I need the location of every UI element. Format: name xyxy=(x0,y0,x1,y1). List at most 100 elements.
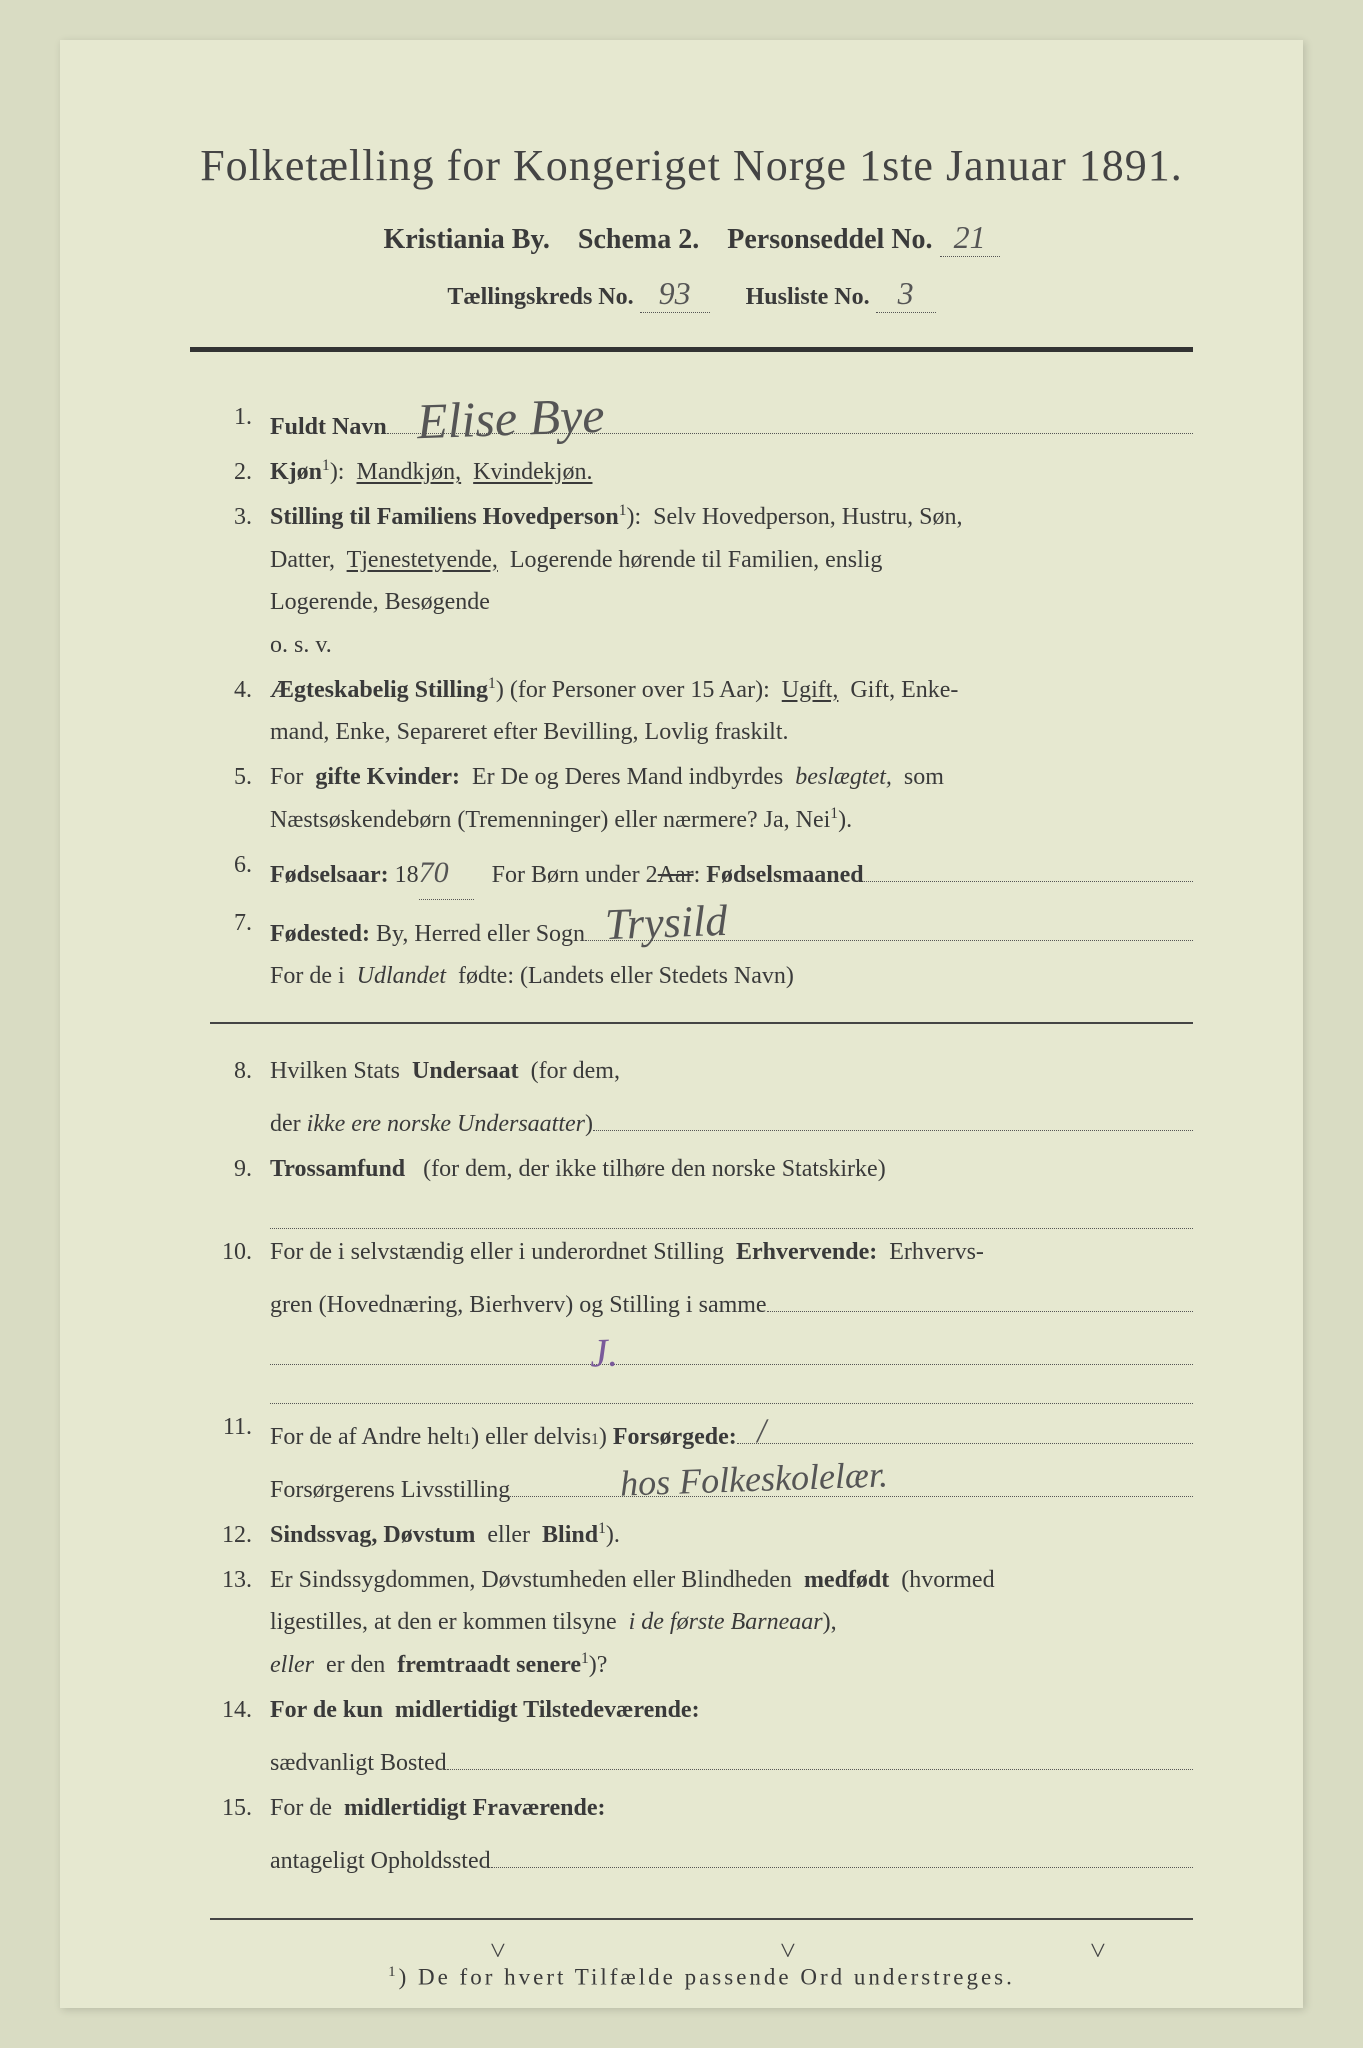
q5-num: 5. xyxy=(210,756,270,841)
q15-label: midlertidigt Fraværende: xyxy=(344,1795,606,1821)
q10-num: 10. xyxy=(210,1231,270,1404)
q7-label: Fødested: xyxy=(270,913,370,956)
q1-num: 1. xyxy=(210,396,270,449)
tick-1: ˅ xyxy=(490,1936,506,1968)
subtitle-line: Kristiania By. Schema 2. Personseddel No… xyxy=(190,219,1193,257)
q14-label: midlertidigt Tilstedeværende: xyxy=(395,1697,700,1723)
q11-hand: hos Folkeskolelær. xyxy=(619,1442,889,1515)
husliste-no: 3 xyxy=(876,275,936,313)
kreds-label: Tællingskreds No. xyxy=(447,284,633,310)
q4-close: ) xyxy=(496,677,504,703)
q12-num: 12. xyxy=(210,1514,270,1557)
q2-close: ): xyxy=(330,459,345,485)
husliste-label: Husliste No. xyxy=(746,284,870,310)
q4-label: Ægteskabelig Stilling xyxy=(270,677,488,703)
q13-l1b: (hvormed xyxy=(901,1567,994,1593)
q14-fill xyxy=(447,1732,1193,1770)
q9-num: 9. xyxy=(210,1148,270,1229)
form-body: 1. Fuldt Navn Elise Bye 2. Kjøn1): Mandk… xyxy=(190,396,1193,1991)
q4-l2: mand, Enke, Separeret efter Bevilling, L… xyxy=(270,711,1193,754)
q7-i: Udlandet xyxy=(357,963,446,989)
q10-fill2: J. xyxy=(270,1327,1193,1365)
q13-l2a: ligestilles, at den er kommen tilsyne xyxy=(270,1609,617,1635)
schema-label: Schema 2. xyxy=(578,224,699,255)
q12-sup: 1 xyxy=(598,1520,606,1537)
q4-r1b: Gift, Enke- xyxy=(850,677,958,703)
q2-label: Kjøn xyxy=(270,459,322,485)
q7-l2b: fødte: (Landets eller Stedets Navn) xyxy=(458,963,794,989)
q3-l2u: Tjenestetyende, xyxy=(347,547,498,573)
q3-close: ): xyxy=(627,504,642,530)
q11-sup1: 1 xyxy=(463,1426,471,1454)
q1-fill: Elise Bye xyxy=(387,396,1193,434)
personseddel-no: 21 xyxy=(940,219,1000,257)
q4-sup: 1 xyxy=(488,675,496,692)
q10-l1b: Erhvervs- xyxy=(889,1239,984,1265)
q13-label3: fremtraadt senere xyxy=(397,1652,581,1678)
q10-label: Erhvervende: xyxy=(736,1239,877,1265)
q3-row: 3. Stilling til Familiens Hovedperson1):… xyxy=(210,496,1193,667)
q5-label: gifte Kvinder: xyxy=(315,764,460,790)
q7-rest: By, Herred eller Sogn xyxy=(376,913,585,956)
q10-l1a: For de i selvstændig eller i underordnet… xyxy=(270,1239,724,1265)
q13-l2b: ), xyxy=(823,1609,837,1635)
q8-fill xyxy=(593,1093,1193,1131)
q3-l2b: Logerende hørende til Familien, enslig xyxy=(510,547,883,573)
q2-sup: 1 xyxy=(322,457,330,474)
q3-l1: Selv Hovedperson, Hustru, Søn, xyxy=(653,504,962,530)
q8-close: ) xyxy=(585,1103,593,1146)
q6-fill xyxy=(864,844,1193,882)
q13-num: 13. xyxy=(210,1559,270,1687)
q11-l2: Forsørgerens Livsstilling xyxy=(270,1469,510,1512)
q15-l2: antageligt Opholdssted xyxy=(270,1840,491,1883)
q13-i2: i de første Barneaar xyxy=(629,1609,823,1635)
q1-label: Fuldt Navn xyxy=(270,406,387,449)
q6-label: Fødselsaar: xyxy=(270,854,389,897)
q8-l1b: (for dem, xyxy=(531,1058,620,1084)
city-label: Kristiania By. xyxy=(383,224,549,255)
q11-sup2: 1 xyxy=(591,1426,599,1454)
tick-2: ˅ xyxy=(780,1936,796,1968)
fn-text: ) De for hvert Tilfælde passende Ord und… xyxy=(399,1965,1015,1990)
q11-close: ) xyxy=(599,1416,607,1459)
q7-row: 7. Fødested: By, Herred eller Sogn Trysi… xyxy=(210,902,1193,998)
q12-ra: eller xyxy=(487,1522,530,1548)
q12-rb: Blind xyxy=(542,1522,598,1548)
q10-fill1 xyxy=(767,1274,1193,1312)
q12-row: 12. Sindssvag, Døvstum eller Blind1). xyxy=(210,1514,1193,1557)
q13-row: 13. Er Sindssygdommen, Døvstumheden elle… xyxy=(210,1559,1193,1687)
q15-fill xyxy=(491,1829,1193,1867)
q5-l2: Næstsøskendebørn (Tremenninger) eller næ… xyxy=(270,807,830,833)
q6-label2: Fødselsmaaned xyxy=(706,854,863,897)
q3-sup: 1 xyxy=(619,502,627,519)
q6-year: 70 xyxy=(419,846,474,900)
q11-fill-top: / xyxy=(737,1406,1193,1444)
personseddel-label: Personseddel No. xyxy=(727,224,932,255)
q1-value: Elise Bye xyxy=(415,371,605,466)
q9-fill xyxy=(270,1191,1193,1229)
q13-sup: 1 xyxy=(581,1650,589,1667)
rule-after-7 xyxy=(210,1022,1193,1024)
q1-row: 1. Fuldt Navn Elise Bye xyxy=(210,396,1193,449)
q10-fill3 xyxy=(270,1365,1193,1403)
q10-row: 10. For de i selvstændig eller i underor… xyxy=(210,1231,1193,1404)
q15-l1a: For de xyxy=(270,1795,332,1821)
q8-l1a: Hvilken Stats xyxy=(270,1058,400,1084)
q15-num: 15. xyxy=(210,1787,270,1883)
tick-3: ˅ xyxy=(1090,1936,1106,1968)
q7-num: 7. xyxy=(210,902,270,998)
q7-fill: Trysild xyxy=(585,902,1193,940)
q14-l2: sædvanligt Bosted xyxy=(270,1742,447,1785)
third-line: Tællingskreds No. 93 Husliste No. 3 xyxy=(190,275,1193,313)
q5-r1: Er De og Deres Mand indbyrdes xyxy=(472,764,783,790)
q5-r1b: som xyxy=(904,764,944,790)
q7-l2a: For de i xyxy=(270,963,345,989)
q8-l2a: der xyxy=(270,1103,301,1146)
census-form-page: Folketælling for Kongeriget Norge 1ste J… xyxy=(60,40,1303,2008)
q2-row: 2. Kjøn1): Mandkjøn, Kvindekjøn. xyxy=(210,451,1193,494)
q11-fill: hos Folkeskolelær. xyxy=(510,1459,1193,1497)
q14-num: 14. xyxy=(210,1689,270,1785)
q7-place: Trysild xyxy=(604,882,729,965)
q4-r1: (for Personer over 15 Aar): xyxy=(510,677,770,703)
q5-close: ). xyxy=(838,807,852,833)
